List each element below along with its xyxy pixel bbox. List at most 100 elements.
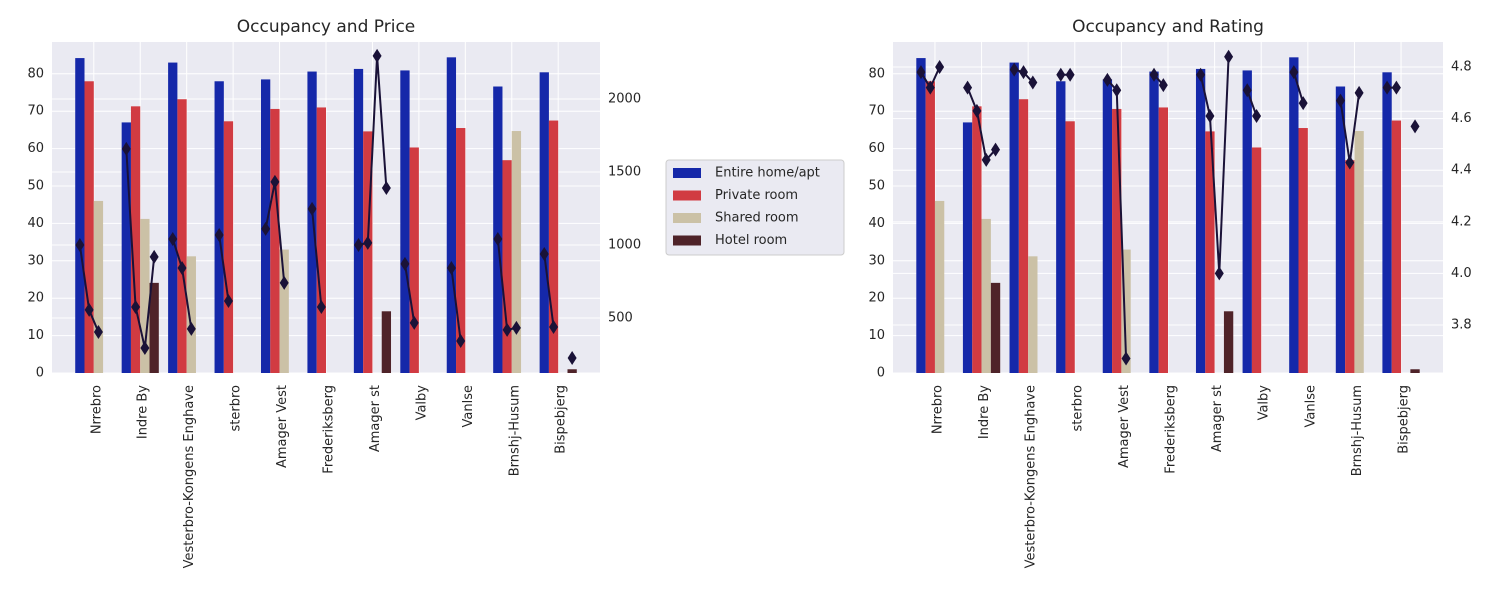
x-tick-label: Indre By [136,385,151,439]
x-tick-label: Indre By [977,385,992,439]
x-tick-label: Brnshj-Husum [507,385,522,476]
marker [75,237,85,252]
bar [925,81,935,374]
marker [1112,83,1122,98]
marker [149,249,159,264]
line [125,148,156,349]
marker [1242,83,1252,98]
bar [1028,256,1038,373]
bar [1289,57,1299,373]
marker [261,221,271,236]
marker [1298,96,1308,111]
y-tick-label: 50 [868,178,885,193]
y-tick-label: 60 [868,141,885,156]
marker [1205,109,1215,124]
marker [1335,93,1345,108]
x-tick-label: Brnshj-Husum [1350,385,1365,476]
bar [567,369,577,373]
y-tick-label: 0 [877,366,885,381]
bar [511,131,522,373]
marker [381,181,391,196]
bar [400,70,410,373]
y-tick-label: 10 [27,328,44,343]
marker [1289,65,1299,80]
marker [1354,85,1364,100]
x-tick-label: Nrrebro [89,385,104,434]
bar [84,81,94,374]
bar [186,256,196,373]
marker [409,315,419,330]
marker [502,322,512,337]
marker [1158,78,1168,93]
marker [363,235,373,250]
marker [354,237,364,252]
y2-tick-label: 4.2 [1451,214,1472,229]
marker [1056,67,1066,82]
bar [409,147,419,373]
line [311,208,323,308]
marker [493,231,503,246]
marker [1149,67,1159,82]
bar [1112,108,1122,373]
y-tick-label: 80 [868,66,885,81]
line [218,234,230,302]
bar [1335,86,1346,373]
marker [1410,119,1420,134]
bar [177,99,187,374]
bar [1149,71,1159,374]
y-tick-label: 50 [27,178,44,193]
bar [916,58,926,373]
marker [140,341,150,356]
marker [1345,155,1355,170]
bar [316,107,326,374]
line [450,267,462,342]
marker [963,80,973,95]
bar [353,68,364,374]
marker [121,141,131,156]
x-tick-label: Vesterbro-Kongens Enghave [1024,385,1039,568]
marker [400,256,410,271]
marker [916,65,926,80]
x-tick-label: Vanlse [461,385,476,427]
marker [1019,65,1029,80]
y-tick-label: 10 [868,328,885,343]
y-tick-label: 80 [27,66,44,81]
bar [962,122,973,373]
x-tick-label: Amager Vest [1117,385,1132,468]
legend-swatch [673,190,701,201]
bar [270,108,280,373]
legend-label: Shared room [715,211,799,226]
y2-tick-label: 4.4 [1451,163,1472,178]
y2-tick-label: 1000 [608,237,641,252]
bar [972,106,982,373]
y-tick-label: 60 [27,141,44,156]
bar [168,62,178,374]
bar [130,106,141,373]
bar [1391,120,1402,373]
y2-tick-label: 1500 [608,164,641,179]
marker [1382,80,1392,95]
marker [1102,72,1112,87]
x-tick-label: Vanlse [1303,385,1318,427]
marker [1214,266,1224,281]
bar [75,58,85,373]
x-tick-label: Valby [414,385,429,421]
bar [1354,131,1364,373]
y2-tick-label: 4.6 [1451,111,1472,126]
bar [1158,107,1168,374]
marker [270,174,280,189]
bar [307,71,317,374]
bar [1251,147,1262,373]
marker [214,228,224,243]
y-tick-label: 20 [27,291,44,306]
marker [131,300,141,315]
legend-label: Hotel room [715,233,787,248]
bar [363,131,373,373]
marker [223,294,233,309]
y-tick-label: 30 [27,253,44,268]
legend-label: Private room [715,188,798,203]
y-tick-label: 70 [868,104,885,119]
x-tick-label: sterbro [1070,385,1085,432]
x-tick-label: Frederiksberg [322,385,337,474]
